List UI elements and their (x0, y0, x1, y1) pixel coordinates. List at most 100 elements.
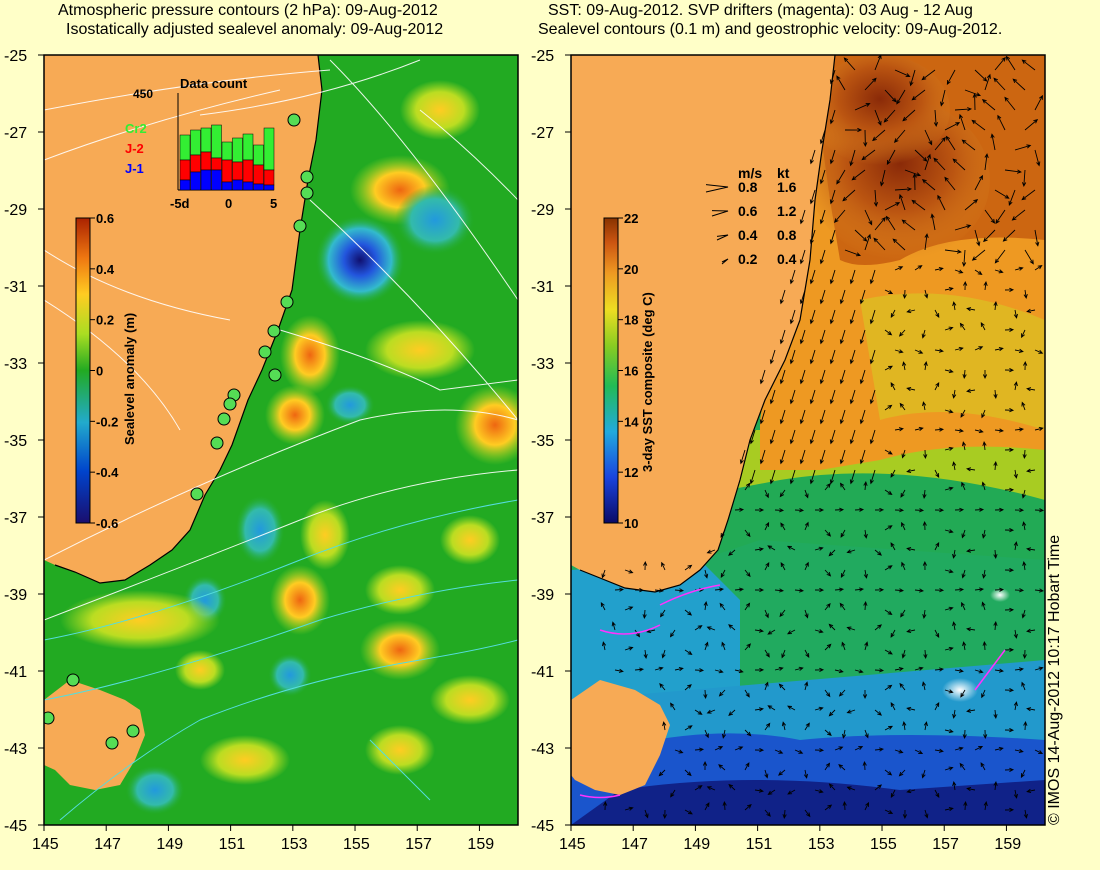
velocity-arrow (863, 569, 868, 579)
velocity-arrow (994, 668, 1004, 673)
inset-bar-cr2 (200, 127, 212, 153)
velocity-arrow (803, 769, 809, 779)
velocity-arrow (1024, 119, 1039, 131)
velocity-arrow (914, 149, 928, 162)
velocity-arrow (764, 561, 770, 571)
velocity-arrow (661, 561, 666, 571)
colorbar-tick-label: -0.4 (96, 465, 119, 480)
velocity-arrow (829, 109, 836, 125)
velocity-arrow (944, 689, 954, 694)
velocity-arrow (960, 409, 966, 418)
velocity-arrow (859, 369, 866, 385)
velocity-arrow (849, 389, 856, 405)
velocity-arrow (819, 209, 826, 225)
velocity-arrow (1021, 609, 1026, 619)
y-tick-label: -35 (4, 433, 27, 450)
velocity-arrow (1026, 387, 1036, 392)
velocity-arrow (954, 507, 965, 512)
x-tick-label: 149 (683, 836, 710, 853)
velocity-arrow (884, 89, 897, 103)
velocity-arrow (662, 721, 667, 731)
velocity-arrow (728, 709, 736, 716)
velocity-arrow (934, 469, 940, 479)
velocity-arrow (924, 153, 931, 171)
velocity-arrow (840, 569, 846, 579)
velocity-arrow (1004, 767, 1015, 772)
velocity-arrow (809, 269, 816, 285)
velocity-arrow (782, 809, 787, 820)
velocity-arrow (966, 467, 976, 472)
velocity-arrow (899, 682, 906, 691)
velocity-arrow (789, 389, 796, 405)
velocity-arrow (906, 706, 916, 712)
velocity-arrow (924, 129, 933, 146)
velocity-arrow (674, 749, 684, 754)
velocity-arrow (794, 508, 805, 513)
y-tick-label: -37 (531, 510, 554, 527)
inset-bar-j2 (211, 157, 222, 171)
velocity-arrow (854, 229, 868, 242)
velocity-arrow (901, 449, 906, 459)
velocity-arrow (974, 669, 984, 674)
velocity-arrow (1034, 149, 1041, 167)
velocity-arrow (984, 153, 989, 171)
velocity-arrow (846, 786, 856, 791)
velocity-arrow (849, 349, 856, 365)
velocity-arrow (764, 809, 771, 817)
velocity-arrow (754, 587, 765, 593)
speed-legend: m/s kt 0.8 1.6 0.6 1.2 0.4 0.8 0.2 0.4 (705, 165, 797, 267)
velocity-arrow (894, 508, 905, 513)
velocity-arrow (660, 609, 666, 618)
velocity-arrow (952, 301, 957, 311)
velocity-arrow (1022, 649, 1027, 660)
velocity-arrow (1004, 647, 1015, 652)
right-title-line1: SST: 09-Aug-2012. SVP drifters (magenta)… (548, 2, 973, 19)
velocity-arrow (952, 621, 957, 631)
velocity-arrow (1011, 209, 1026, 221)
velocity-arrow (1004, 327, 1015, 332)
velocity-arrow (694, 785, 703, 791)
inset-bar-cr2 (211, 124, 222, 159)
velocity-arrow (874, 109, 882, 126)
velocity-arrow (923, 649, 928, 660)
inset-bar-j2 (221, 159, 233, 183)
velocity-arrow (1014, 266, 1024, 271)
velocity-arrow (900, 609, 906, 618)
velocity-arrow (804, 521, 809, 531)
tide-gauge-markers (44, 113, 314, 750)
velocity-arrow (863, 529, 868, 539)
velocity-arrow (843, 57, 856, 71)
velocity-arrow (904, 169, 922, 177)
velocity-arrow (944, 368, 954, 374)
velocity-arrow (952, 549, 957, 559)
velocity-arrow (1026, 308, 1036, 313)
velocity-arrow (893, 129, 906, 144)
velocity-arrow (809, 229, 816, 245)
velocity-arrow (600, 601, 606, 611)
y-tick-label: -31 (4, 279, 27, 296)
velocity-arrow (974, 429, 984, 434)
velocity-arrow (769, 429, 776, 445)
velocity-arrow (906, 468, 916, 473)
velocity-arrow (944, 122, 961, 131)
velocity-arrow (934, 789, 940, 798)
y-tick-label: -37 (4, 510, 27, 527)
inset-tick-minus5: -5d (170, 196, 190, 211)
velocity-arrow (799, 369, 806, 385)
inset-tick-0: 0 (225, 196, 232, 211)
velocity-arrow (954, 269, 964, 274)
velocity-arrow (749, 429, 756, 445)
velocity-arrow (962, 369, 967, 380)
velocity-arrow (804, 609, 809, 619)
velocity-arrow (840, 529, 846, 538)
velocity-arrow (662, 809, 667, 820)
speed-legend-arrow (721, 258, 729, 265)
velocity-arrow (984, 73, 991, 91)
velocity-arrow (799, 449, 806, 465)
velocity-arrow (824, 804, 833, 811)
velocity-arrow (884, 565, 893, 571)
velocity-arrow (984, 209, 996, 224)
velocity-arrow (914, 349, 924, 354)
velocity-arrow (1005, 55, 1016, 71)
velocity-arrow (824, 483, 831, 491)
